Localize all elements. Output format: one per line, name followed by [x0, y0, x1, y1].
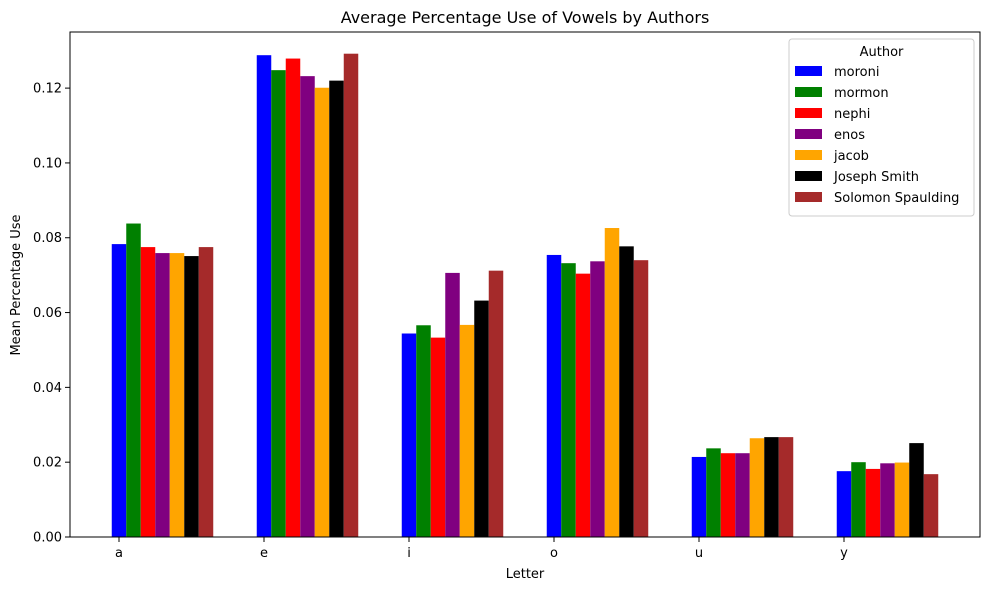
bar-enos-u — [735, 453, 750, 537]
y-axis-title: Mean Percentage Use — [9, 214, 24, 355]
y-tick-label: 0.02 — [33, 456, 62, 471]
bar-nephi-a — [140, 247, 156, 537]
legend-label: Joseph Smith — [833, 170, 919, 185]
y-tick-label: 0.08 — [33, 231, 62, 246]
bar-mormon-u — [706, 448, 721, 537]
legend-swatch — [795, 129, 822, 139]
bar-enos-o — [590, 261, 605, 537]
legend-box — [788, 38, 975, 217]
y-tick-label: 0.06 — [33, 306, 62, 321]
legend-label: Solomon Spaulding — [834, 191, 959, 206]
bar-solomon-spaulding-o — [633, 260, 649, 537]
bar-moroni-y — [836, 471, 852, 537]
x-tick-label: u — [695, 546, 703, 561]
x-tick-label: a — [115, 546, 123, 561]
bar-nephi-o — [575, 273, 591, 537]
x-tick-label: y — [840, 546, 848, 561]
legend-swatch — [795, 87, 822, 97]
x-axis-title: Letter — [506, 567, 545, 582]
legend-swatch — [795, 171, 822, 181]
bar-moroni-o — [546, 254, 562, 537]
x-tick-label: o — [550, 546, 558, 561]
bar-solomon-spaulding-u — [778, 437, 794, 537]
bar-jacob-y — [894, 462, 910, 537]
y-tick-label: 0.12 — [33, 82, 62, 97]
legend-label: moroni — [834, 65, 879, 80]
x-tick-label: e — [260, 546, 268, 561]
bar-nephi-e — [285, 58, 301, 537]
bar-moroni-a — [111, 244, 127, 537]
legend-title: Author — [860, 45, 904, 60]
bar-joseph-smith-i — [474, 300, 489, 537]
bar-jacob-o — [604, 228, 620, 537]
y-tick-label: 0.04 — [33, 381, 62, 396]
bar-enos-y — [880, 463, 895, 537]
bar-enos-a — [155, 253, 170, 538]
bar-joseph-smith-a — [184, 256, 199, 537]
bar-moroni-u — [691, 456, 707, 537]
bars-group — [111, 53, 939, 538]
bar-moroni-i — [401, 333, 417, 537]
bar-mormon-o — [561, 263, 576, 537]
legend-label: nephi — [834, 107, 870, 122]
bar-nephi-u — [720, 453, 736, 537]
legend-label: enos — [834, 128, 865, 143]
bar-enos-i — [445, 272, 460, 537]
legend-swatch — [795, 66, 822, 76]
bar-jacob-u — [749, 438, 765, 537]
y-tick-label: 0.00 — [33, 531, 62, 546]
chart-title: Average Percentage Use of Vowels by Auth… — [341, 8, 710, 27]
bar-jacob-i — [459, 324, 475, 537]
bar-joseph-smith-e — [329, 80, 344, 537]
legend-swatch — [795, 192, 822, 202]
bar-solomon-spaulding-a — [198, 247, 214, 537]
bar-mormon-a — [126, 223, 141, 537]
bar-nephi-y — [865, 468, 881, 537]
legend-swatch — [795, 108, 822, 118]
bar-moroni-e — [256, 55, 272, 537]
bar-joseph-smith-o — [619, 246, 634, 537]
bar-joseph-smith-u — [764, 437, 779, 537]
bar-solomon-spaulding-y — [923, 474, 939, 537]
bar-nephi-i — [430, 337, 446, 537]
legend-swatch — [795, 150, 822, 160]
legend: Author moroni mormon nephi enos jacob Joseph S… — [788, 38, 975, 217]
bar-jacob-e — [314, 87, 330, 538]
y-tick-label: 0.10 — [33, 156, 62, 171]
legend-label: jacob — [833, 149, 869, 164]
bar-solomon-spaulding-i — [488, 270, 504, 537]
bar-mormon-e — [271, 70, 286, 538]
legend-label: mormon — [834, 86, 889, 101]
bar-enos-e — [300, 76, 315, 537]
bar-mormon-y — [851, 462, 866, 537]
y-axis: 0.00 0.02 0.04 0.06 0.08 0.10 0.12 — [33, 82, 70, 546]
bar-joseph-smith-y — [909, 443, 924, 537]
x-tick-label: i — [407, 546, 411, 561]
bar-mormon-i — [416, 325, 431, 537]
bar-jacob-a — [169, 253, 185, 538]
plot-frame — [69, 31, 981, 538]
bar-solomon-spaulding-e — [343, 53, 359, 538]
